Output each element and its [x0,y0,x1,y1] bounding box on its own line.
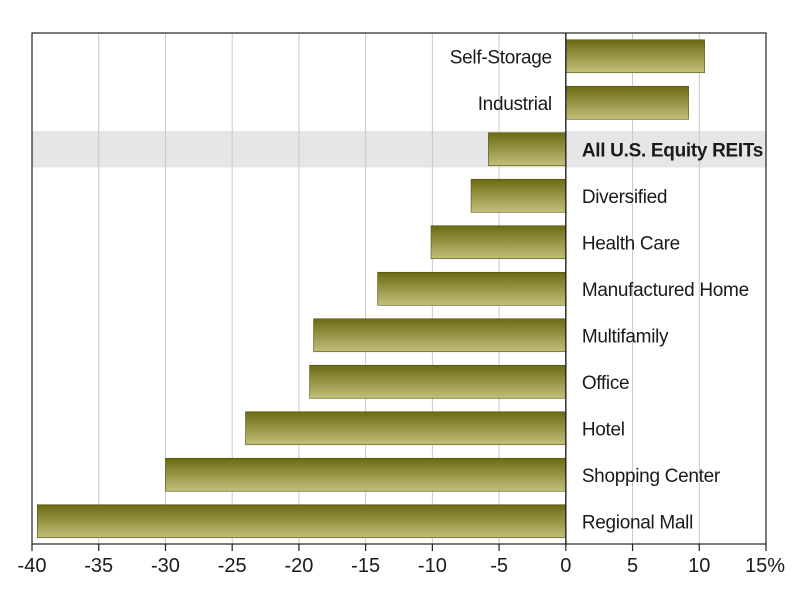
x-tick-label: -40 [18,555,47,577]
category-label: Office [582,373,629,394]
bar-manufactured-home [377,271,567,306]
bar-regional-mall [37,504,567,539]
bar-industrial [565,85,689,120]
bar-diversified [470,178,567,213]
x-tick-label: -25 [218,555,247,577]
category-label: Health Care [582,233,680,254]
bar-shopping-center [165,457,567,492]
x-tick-label: -5 [490,555,508,577]
plot-frame [31,32,767,545]
x-tick-label: -10 [418,555,447,577]
category-label: Self-Storage [450,47,552,68]
x-tick-label: -30 [151,555,180,577]
category-label: Multifamily [582,326,669,347]
category-label: Manufactured Home [582,280,749,301]
highlight-band [32,131,766,168]
bar-hotel [245,411,567,446]
category-label: All U.S. Equity REITs [582,140,763,161]
bar-all-u-s-equity-reits [488,132,567,167]
category-label: Shopping Center [582,466,721,487]
bar-multifamily [313,318,567,353]
bar-office [309,364,567,399]
x-tick-label: -20 [284,555,313,577]
category-label: Industrial [478,94,552,115]
x-tick-label: 10 [688,555,710,577]
x-tick-label: 15% [745,555,785,577]
category-label: Diversified [582,187,667,208]
x-tick-label: -15 [351,555,380,577]
x-tick-label: -35 [84,555,113,577]
bar-self-storage [565,39,705,74]
category-label: Hotel [582,419,625,440]
x-tick-label: 5 [627,555,638,577]
category-label: Regional Mall [582,512,693,533]
x-tick-label: 0 [560,555,571,577]
bar-health-care [430,225,567,260]
